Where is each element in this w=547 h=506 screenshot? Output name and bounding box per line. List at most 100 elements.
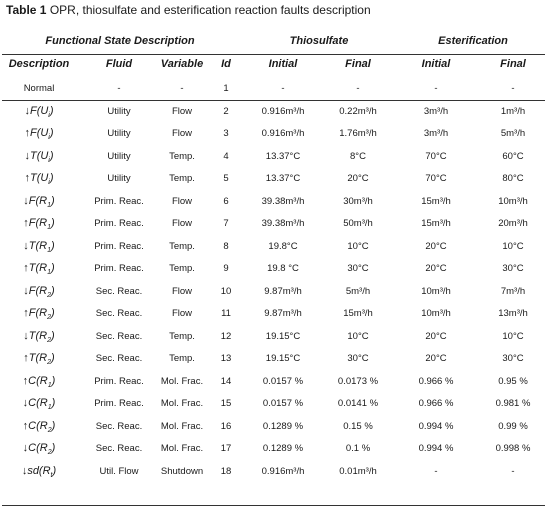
cell-thiosulfate-final: 0.1 % [345,443,371,454]
direction-arrow: ↓ [24,149,30,162]
cell-esterification-final: 10m³/h [498,195,528,207]
cell-id: 17 [220,443,232,454]
cell-description: ↑C(R1) [0,375,78,389]
cell-fluid: Util. Flow [99,465,139,477]
cell-variable: Flow [171,195,193,207]
fault-expression: T(R1) [28,239,55,254]
cell-thiosulfate-final: 50m³/h [343,218,373,229]
cell-thiosulfate-final: 30m³/h [343,195,373,207]
direction-arrow: ↑ [22,374,29,387]
fault-expression: T(R2) [28,329,55,344]
cell-esterification-final: 0.99 % [498,420,528,432]
fault-expression: sd(Rt) [27,464,57,479]
header-thiosulfate-initial: Initial [268,58,298,70]
cell-description: ↓T(Ui) [0,150,78,164]
table-row: ↑F(Ui) Utility Flow 3 0.916m³/h 1.76m³/h 3m³/h… [0,123,547,146]
cell-id: 14 [220,375,232,387]
cell-thiosulfate-final: 10°C [347,330,369,342]
cell-esterification-final: 60°C [502,150,524,162]
direction-arrow: ↓ [22,397,29,409]
cell-variable: Flow [171,218,193,229]
cell-variable: Mol. Frac. [160,375,204,387]
direction-arrow: ↑ [23,262,29,274]
cell-variable: Mol. Frac. [160,443,204,454]
header-id: Id [221,58,231,70]
cell-fluid: Utility [107,128,131,139]
table-caption: Table 1 OPR, thiosulfate and esterificat… [6,3,371,17]
cell-esterification-final: 20m³/h [498,218,528,229]
direction-arrow: ↑ [23,352,29,364]
cell-description: ↑F(R1) [0,217,78,231]
table-row: ↑T(Ui) Utility Temp. 5 13.37°C 20°C 70°C 80°C [0,168,547,191]
cell-variable: Mol. Frac. [160,420,204,432]
cell-esterification-initial: - [434,83,438,94]
cell-esterification-final: 0.981 % [495,398,531,409]
cell-description: ↑F(Ui) [0,127,78,141]
table-row: ↓F(Ui) Utility Flow 2 0.916m³/h 0.22m³/h 3m³/h… [0,101,547,124]
direction-arrow: ↓ [23,329,29,342]
direction-arrow: ↑ [23,307,29,319]
cell-fluid: Prim. Reac. [94,263,144,274]
cell-thiosulfate-final: 15m³/h [343,308,373,319]
cell-esterification-initial: 20°C [425,263,447,274]
cell-thiosulfate-initial: 0.1289 % [262,420,304,432]
cell-id: 9 [223,263,229,274]
cell-esterification-initial: 0.966 % [418,398,454,409]
cell-esterification-initial: 10m³/h [421,285,451,297]
header-esterification-final: Final [500,58,526,70]
cell-id: 8 [223,240,229,252]
cell-thiosulfate-final: - [356,83,360,94]
fault-expression: T(R1) [28,262,55,277]
fault-expression: C(R1) [28,374,56,389]
cell-thiosulfate-final: 8°C [350,150,366,162]
cell-esterification-final: 10°C [502,330,524,342]
cell-thiosulfate-initial: 0.916m³/h [261,465,305,477]
fault-expression: F(R1) [28,217,55,232]
fault-expression: F(R2) [28,284,55,299]
cell-esterification-final: 5m³/h [500,128,526,139]
table-row: Normal - - 1 - - - - [0,78,547,101]
cell-thiosulfate-initial: - [281,83,285,94]
cell-description: ↑F(R2) [0,307,78,321]
table-row: ↓F(R1) Prim. Reac. Flow 6 39.38m³/h 30m³/h 15m… [0,191,547,214]
cell-fluid: Prim. Reac. [94,240,144,252]
cell-esterification-initial: 0.994 % [418,443,454,454]
header-fluid: Fluid [105,58,133,70]
cell-fluid: Prim. Reac. [94,195,144,207]
cell-variable: Temp. [169,150,195,162]
header-esterification-initial: Initial [421,58,451,70]
cell-id: 15 [220,398,232,409]
cell-esterification-initial: 20°C [425,330,447,342]
cell-variable: Temp. [169,173,195,184]
fault-expression: T(Ui) [29,149,54,164]
cell-description: ↓F(Ui) [0,105,78,119]
cell-id: 11 [221,308,231,319]
direction-arrow: ↑ [23,217,29,229]
fault-expression: F(R2) [28,307,55,322]
table-caption-text: OPR, thiosulfate and esterification reac… [49,3,371,17]
cell-thiosulfate-initial: 13.37°C [265,173,301,184]
cell-id: 2 [223,105,229,117]
direction-arrow: ↑ [24,172,30,184]
cell-description: ↑T(R2) [0,352,78,366]
cell-id: 13 [220,353,232,364]
cell-esterification-initial: 15m³/h [421,218,451,229]
direction-arrow: ↓ [22,442,29,454]
cell-fluid: Utility [107,105,131,117]
table-row: ↓F(R2) Sec. Reac. Flow 10 9.87m³/h 5m³/h 10m³/… [0,281,547,304]
cell-fluid: Sec. Reac. [95,443,143,454]
header-thiosulfate-final: Final [345,58,371,70]
cell-variable: Temp. [169,353,195,364]
cell-description: ↓F(R1) [0,195,78,209]
cell-id: 5 [223,173,229,184]
cell-id: 7 [223,218,229,229]
cell-thiosulfate-final: 5m³/h [345,285,371,297]
cell-id: 12 [220,330,232,342]
cell-variable: Temp. [169,330,195,342]
cell-description: ↑T(Ui) [0,172,78,186]
header-group-thiosulfate: Thiosulfate [289,35,349,47]
cell-fluid: Sec. Reac. [95,420,143,432]
cell-thiosulfate-initial: 9.87m³/h [264,308,302,319]
cell-thiosulfate-initial: 19.15°C [265,353,301,364]
fault-expression: C(R1) [28,397,56,412]
